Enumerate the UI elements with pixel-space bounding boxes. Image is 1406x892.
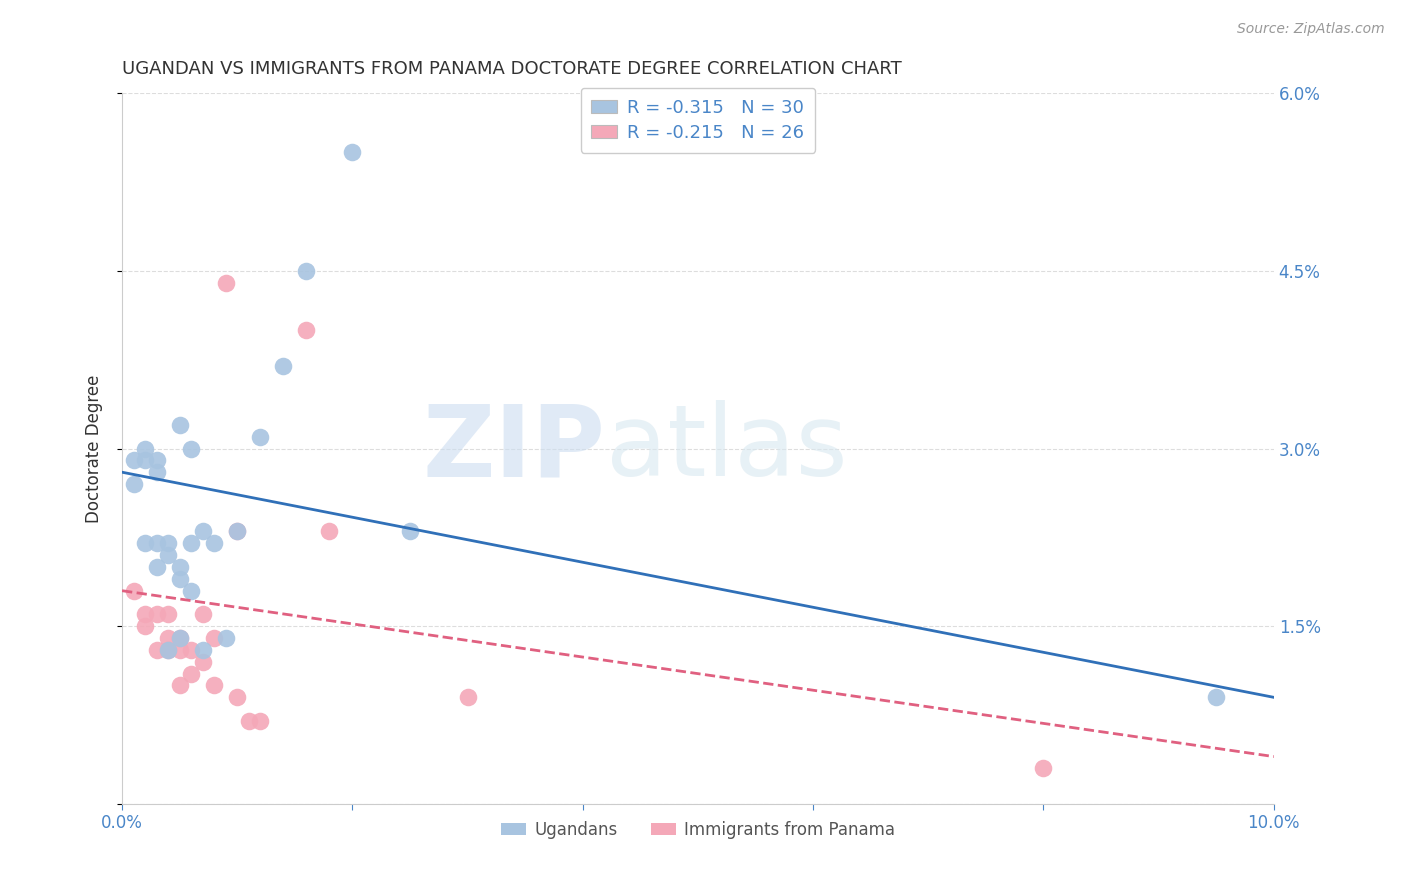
Point [249,714,271,728]
Point [145,465,167,479]
Point [191,607,214,622]
Point [157,631,180,645]
Point [271,359,294,373]
Point [157,643,180,657]
Point [457,690,479,705]
Point [180,666,202,681]
Point [295,264,318,278]
Point [169,417,191,432]
Point [180,536,202,550]
Point [202,536,225,550]
Point [215,631,238,645]
Point [134,619,156,633]
Point [202,678,225,692]
Text: UGANDAN VS IMMIGRANTS FROM PANAMA DOCTORATE DEGREE CORRELATION CHART: UGANDAN VS IMMIGRANTS FROM PANAMA DOCTOR… [122,60,901,78]
Point [169,631,191,645]
Point [169,572,191,586]
Text: Source: ZipAtlas.com: Source: ZipAtlas.com [1237,22,1385,37]
Point [180,583,202,598]
Point [145,453,167,467]
Y-axis label: Doctorate Degree: Doctorate Degree [86,375,103,523]
Legend: R = -0.315   N = 30, R = -0.215   N = 26: R = -0.315 N = 30, R = -0.215 N = 26 [581,87,815,153]
Point [1205,690,1227,705]
Point [145,607,167,622]
Point [226,690,249,705]
Text: ZIP: ZIP [423,400,606,497]
Point [249,430,271,444]
Point [215,276,238,290]
Point [157,643,180,657]
Point [295,323,318,337]
Point [1032,761,1054,775]
Point [226,524,249,539]
Point [134,453,156,467]
Text: atlas: atlas [606,400,848,497]
Point [157,607,180,622]
Point [191,643,214,657]
Point [145,536,167,550]
Point [122,453,145,467]
Point [191,524,214,539]
Point [169,678,191,692]
Point [169,560,191,574]
Point [169,631,191,645]
Point [226,524,249,539]
Point [134,607,156,622]
Point [157,548,180,562]
Point [145,560,167,574]
Point [157,536,180,550]
Point [191,655,214,669]
Point [342,145,364,160]
Point [134,536,156,550]
Point [169,643,191,657]
Point [145,643,167,657]
Point [180,643,202,657]
Point [318,524,340,539]
Point [180,442,202,456]
Point [202,631,225,645]
Point [399,524,422,539]
Point [122,477,145,491]
Point [134,442,156,456]
Point [238,714,260,728]
Point [122,583,145,598]
